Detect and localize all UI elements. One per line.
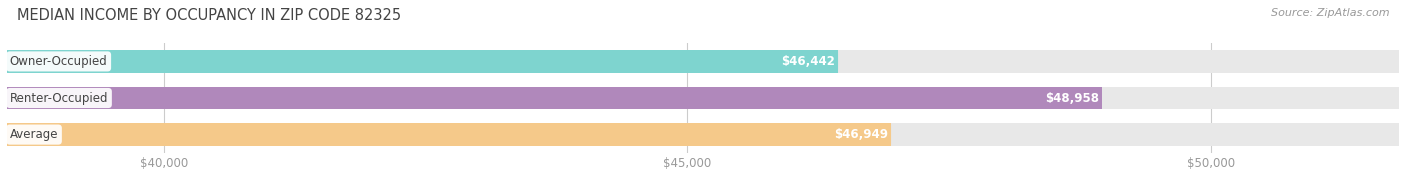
Text: Average: Average <box>10 128 58 141</box>
Text: Renter-Occupied: Renter-Occupied <box>10 92 108 104</box>
Text: MEDIAN INCOME BY OCCUPANCY IN ZIP CODE 82325: MEDIAN INCOME BY OCCUPANCY IN ZIP CODE 8… <box>17 8 401 23</box>
Text: $46,949: $46,949 <box>835 128 889 141</box>
Text: $46,442: $46,442 <box>782 55 835 68</box>
Bar <box>7 87 1399 109</box>
Bar <box>7 123 891 146</box>
Bar <box>7 50 1399 73</box>
Text: Source: ZipAtlas.com: Source: ZipAtlas.com <box>1271 8 1389 18</box>
Text: $48,958: $48,958 <box>1045 92 1098 104</box>
Bar <box>7 123 1399 146</box>
Bar <box>7 87 1101 109</box>
Text: Owner-Occupied: Owner-Occupied <box>10 55 108 68</box>
Bar <box>7 50 838 73</box>
